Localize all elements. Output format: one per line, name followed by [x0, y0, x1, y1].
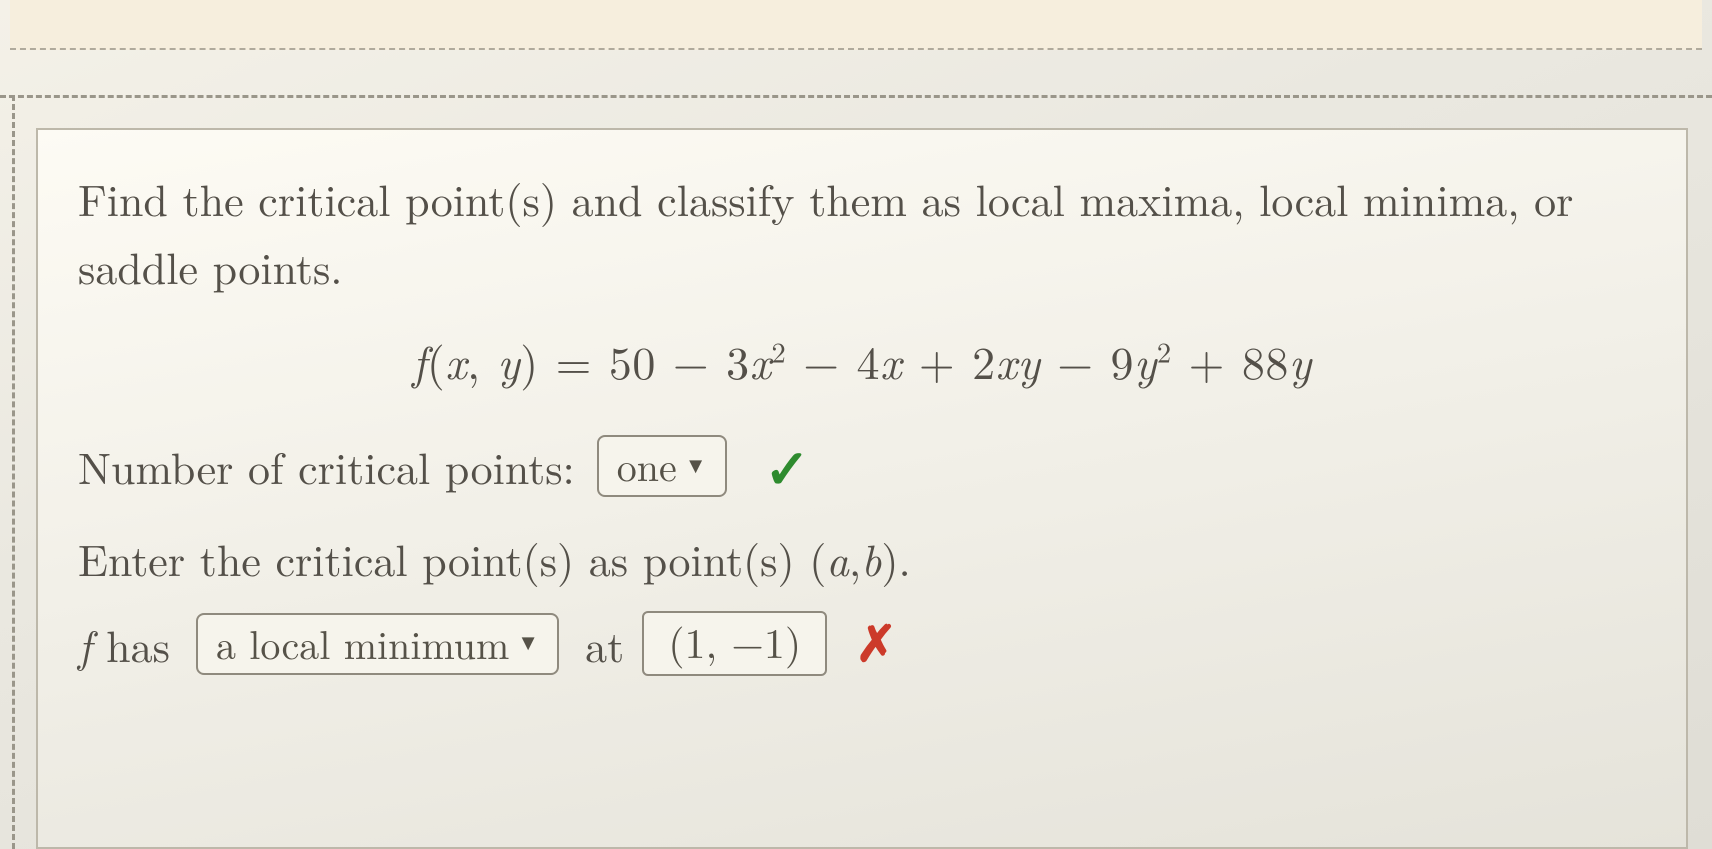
- previous-question-strip: [10, 0, 1702, 50]
- answer-row: f has a local minimum ▼ at (1, −1) ✗: [78, 611, 1646, 675]
- classification-value: a local minimum: [216, 619, 509, 667]
- answer-prefix: f has: [78, 612, 170, 675]
- section-divider: [0, 95, 1712, 98]
- chevron-down-icon: ▼: [685, 452, 707, 478]
- question-prompt: Find the critical point(s) and classify …: [78, 164, 1646, 300]
- num-critical-points-row: Number of critical points: one ▼ ✓: [78, 427, 1646, 504]
- critical-point-value: (1, −1): [668, 617, 801, 667]
- enter-point-prompt: Enter the critical point(s) as point(s) …: [78, 526, 1646, 589]
- num-critical-points-select[interactable]: one ▼: [597, 435, 727, 497]
- chevron-down-icon: ▼: [517, 629, 539, 655]
- cross-icon: ✗: [855, 615, 897, 673]
- classification-select[interactable]: a local minimum ▼: [196, 613, 559, 675]
- question-box: Find the critical point(s) and classify …: [36, 128, 1688, 849]
- check-icon: ✓: [765, 427, 810, 504]
- num-critical-points-value: one: [617, 441, 677, 489]
- page: Find the critical point(s) and classify …: [0, 0, 1712, 849]
- critical-point-input[interactable]: (1, −1): [642, 611, 827, 675]
- at-label: at: [585, 612, 624, 675]
- question-formula: f(x, y) = 50 − 3x2 − 4x + 2xy − 9y2 + 88…: [78, 328, 1646, 393]
- num-critical-points-label: Number of critical points:: [78, 434, 575, 497]
- left-margin-dashed: [12, 95, 15, 849]
